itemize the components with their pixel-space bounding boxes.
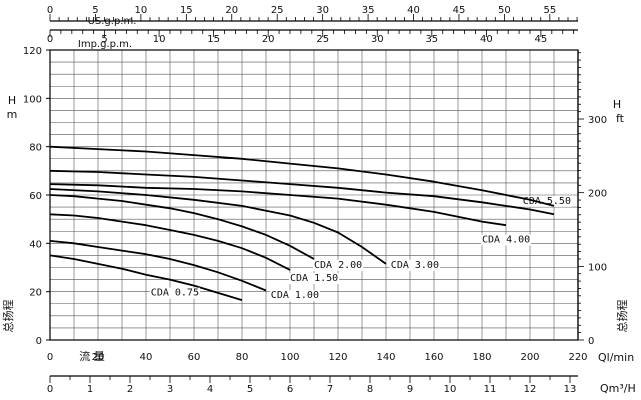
main-x-tick-label: 200	[520, 352, 539, 363]
m3h-x-tick-label: 11	[484, 384, 497, 395]
m3h-x-tick-label: 8	[367, 384, 373, 395]
series-line-cda-3-00	[49, 188, 387, 265]
usgpm-x-tick-label: 0	[47, 5, 53, 16]
right-y-unit-top: H	[613, 98, 621, 111]
left-y-tick-label: 120	[23, 46, 42, 57]
m3h-x-tick-label: 9	[407, 384, 413, 395]
m3h-x-tick-label: 12	[524, 384, 537, 395]
usgpm-x-tick-label: 25	[271, 5, 284, 16]
main-x-tick-label: 220	[568, 352, 587, 363]
main-x-tick-label: 20	[92, 352, 105, 363]
main-x-tick-label: 40	[140, 352, 153, 363]
usgpm-x-tick-label: 20	[225, 5, 238, 16]
series-line-cda-2-00	[49, 194, 315, 260]
usgpm-x-unit-label: US.g.p.m.	[88, 16, 137, 27]
m3h-x-tick-label: 3	[167, 384, 173, 395]
usgpm-x-tick-label: 15	[180, 5, 193, 16]
right-y-tick-label: 300	[588, 115, 607, 126]
usgpm-x-tick-label: 30	[316, 5, 329, 16]
right-y-unit-bottom: ft	[616, 112, 625, 125]
series-label-cda-2-00: CDA 2.00	[314, 260, 362, 271]
m3h-x-tick-label: 6	[287, 384, 293, 395]
main-x-tick-label: 140	[376, 352, 395, 363]
series-label-bg	[269, 290, 320, 302]
series-line-cda-5-50	[49, 169, 555, 216]
left-y-tick-label: 20	[29, 288, 42, 299]
left-y-tick-label: 60	[29, 191, 42, 202]
series-label-bg	[313, 259, 364, 271]
impgpm-x-tick-label: 25	[316, 34, 329, 45]
usgpm-x-tick-label: 35	[362, 5, 375, 16]
right-y-tick-label: 100	[588, 262, 607, 273]
left-y-unit-bottom: m	[7, 108, 18, 121]
series-line-cda-1-00	[49, 240, 267, 292]
main-x-tick-label: 80	[236, 352, 249, 363]
main-x-tick-label: 0	[47, 352, 53, 363]
m3h-x-tick-label: 4	[207, 384, 213, 395]
impgpm-x-tick-label: 35	[425, 34, 438, 45]
series-label-cda-3-00: CDA 3.00	[391, 260, 439, 271]
left-y-tick-label: 0	[36, 336, 42, 347]
m3h-x-tick-label: 10	[444, 384, 457, 395]
series-label-bg	[521, 195, 572, 207]
right-y-tick-label: 0	[588, 336, 594, 347]
series-label-bg	[289, 273, 340, 285]
usgpm-x-tick-label: 40	[407, 5, 420, 16]
m3h-x-tick-label: 1	[87, 384, 93, 395]
usgpm-x-tick-label: 10	[135, 5, 148, 16]
main-x-unit-label: Ql/min	[598, 351, 634, 364]
impgpm-x-tick-label: 15	[207, 34, 220, 45]
usgpm-x-tick-label: 5	[92, 5, 98, 16]
m3h-x-tick-label: 0	[47, 384, 53, 395]
series-label-cda-4-00: CDA 4.00	[482, 235, 530, 246]
series-label-bg	[149, 287, 200, 299]
m3h-x-unit-label: Qm³/H	[600, 382, 636, 395]
impgpm-x-tick-label: 10	[153, 34, 166, 45]
main-x-tick-label: 100	[280, 352, 299, 363]
main-x-tick-label: 160	[424, 352, 443, 363]
main-x-inner-label: 流 量	[79, 349, 105, 363]
m3h-x-tick-label: 7	[327, 384, 333, 395]
usgpm-x-tick-label: 55	[543, 5, 556, 16]
m3h-x-tick-label: 5	[247, 384, 253, 395]
impgpm-x-unit-label: Imp.g.p.m.	[78, 39, 132, 50]
left-y-side-label: 总扬程	[1, 300, 15, 333]
impgpm-x-tick-label: 45	[535, 34, 548, 45]
impgpm-x-tick-label: 20	[262, 34, 275, 45]
series-line-cda-1-50	[49, 213, 291, 271]
series-label-bg	[389, 259, 440, 271]
right-y-side-label: 总扬程	[615, 300, 629, 333]
series-line-cda-4-00	[49, 183, 507, 227]
series-label-cda-1-00: CDA 1.00	[271, 290, 319, 301]
series-label-cda-1-50: CDA 1.50	[290, 273, 338, 284]
m3h-x-tick-label: 2	[127, 384, 133, 395]
series-label-bg	[481, 234, 532, 246]
impgpm-x-tick-label: 0	[47, 34, 53, 45]
main-x-tick-label: 180	[472, 352, 491, 363]
impgpm-x-tick-label: 30	[371, 34, 384, 45]
usgpm-x-tick-label: 50	[498, 5, 511, 16]
right-y-tick-label: 200	[588, 189, 607, 200]
series-line-unlabeled-7	[49, 145, 555, 207]
series-label-cda-0-75: CDA 0.75	[151, 288, 199, 299]
m3h-x-tick-label: 13	[564, 384, 577, 395]
series-label-cda-5-50: CDA 5.50	[523, 196, 571, 207]
series-line-cda-0-75	[49, 254, 243, 301]
impgpm-x-tick-label: 40	[480, 34, 493, 45]
left-y-tick-label: 80	[29, 143, 42, 154]
left-y-tick-label: 40	[29, 239, 42, 250]
left-y-unit-top: H	[8, 94, 16, 107]
main-x-tick-label: 120	[328, 352, 347, 363]
usgpm-x-tick-label: 45	[453, 5, 466, 16]
main-x-tick-label: 60	[188, 352, 201, 363]
left-y-tick-label: 100	[23, 94, 42, 105]
impgpm-x-tick-label: 5	[101, 34, 107, 45]
